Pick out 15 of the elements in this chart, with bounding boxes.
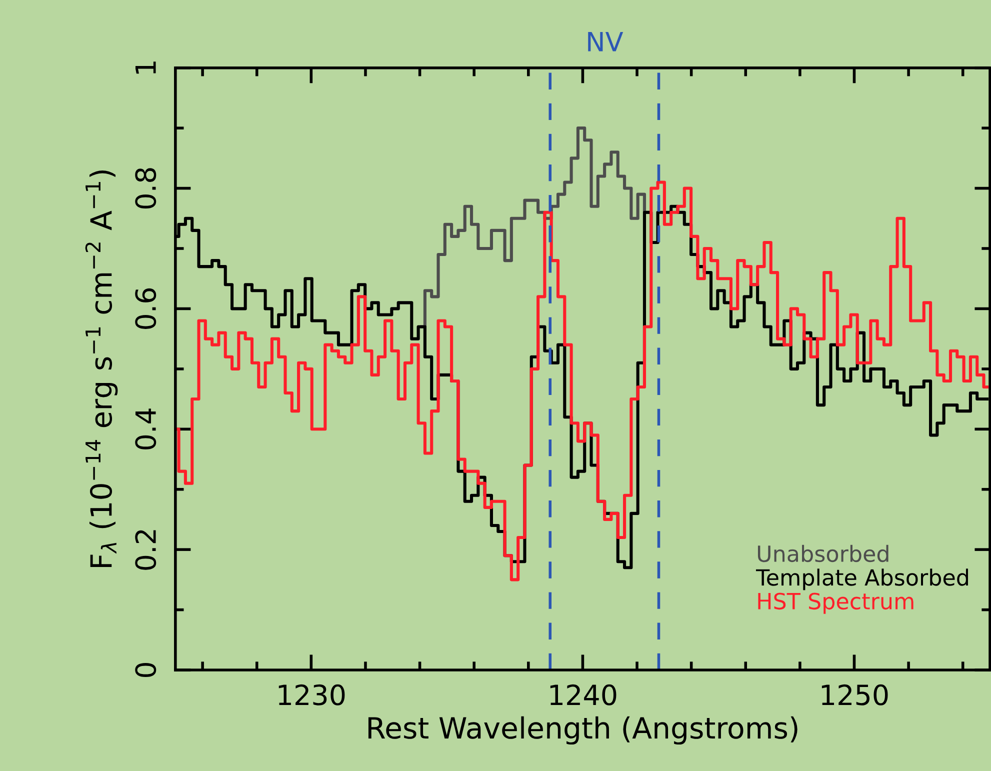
text: F$_{λ}$ (10$^{−14}$ erg s$^{−1}$ cm$^{−2}$ A$^{−1}$) [85,170,118,568]
y-tick-label: 0.2 [135,530,156,570]
y-tick-label: 0.4 [135,408,156,450]
text: NV [588,32,624,52]
legend-label: Template Absorbed [756,568,968,590]
y-tick-label: 1 [135,62,156,74]
y-tick-label: 0.6 [135,288,156,329]
y-tick-label: 0.8 [135,168,156,209]
text: Unabsorbed [758,544,888,562]
text: HST Spectrum [758,592,914,614]
x-tick-label: 1250 [822,684,888,706]
y-tick-label: 0 [135,663,156,678]
x-tick-label: 1240 [550,684,616,706]
x-tick-label: 1230 [278,684,345,706]
x-axis-title: Rest Wavelength (Angstroms) [368,716,798,745]
